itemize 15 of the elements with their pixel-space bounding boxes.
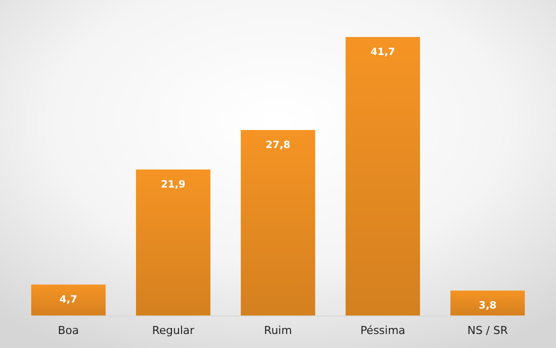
bar <box>136 169 210 316</box>
x-tick-label: Ruim <box>264 324 292 337</box>
bar <box>450 290 525 316</box>
bar <box>240 130 316 316</box>
x-tick-label: Boa <box>58 324 79 337</box>
x-tick-label: Péssima <box>360 324 406 337</box>
data-label: 4,7 <box>60 294 78 306</box>
data-label: 41,7 <box>370 47 396 58</box>
bar <box>346 37 420 316</box>
x-tick-label: Regular <box>152 324 195 337</box>
data-label: 27,8 <box>266 140 290 151</box>
data-label: 21,9 <box>160 179 186 190</box>
bar <box>31 284 106 316</box>
x-tick-label: NS / SR <box>467 324 508 337</box>
data-label: 3,8 <box>478 300 496 312</box>
